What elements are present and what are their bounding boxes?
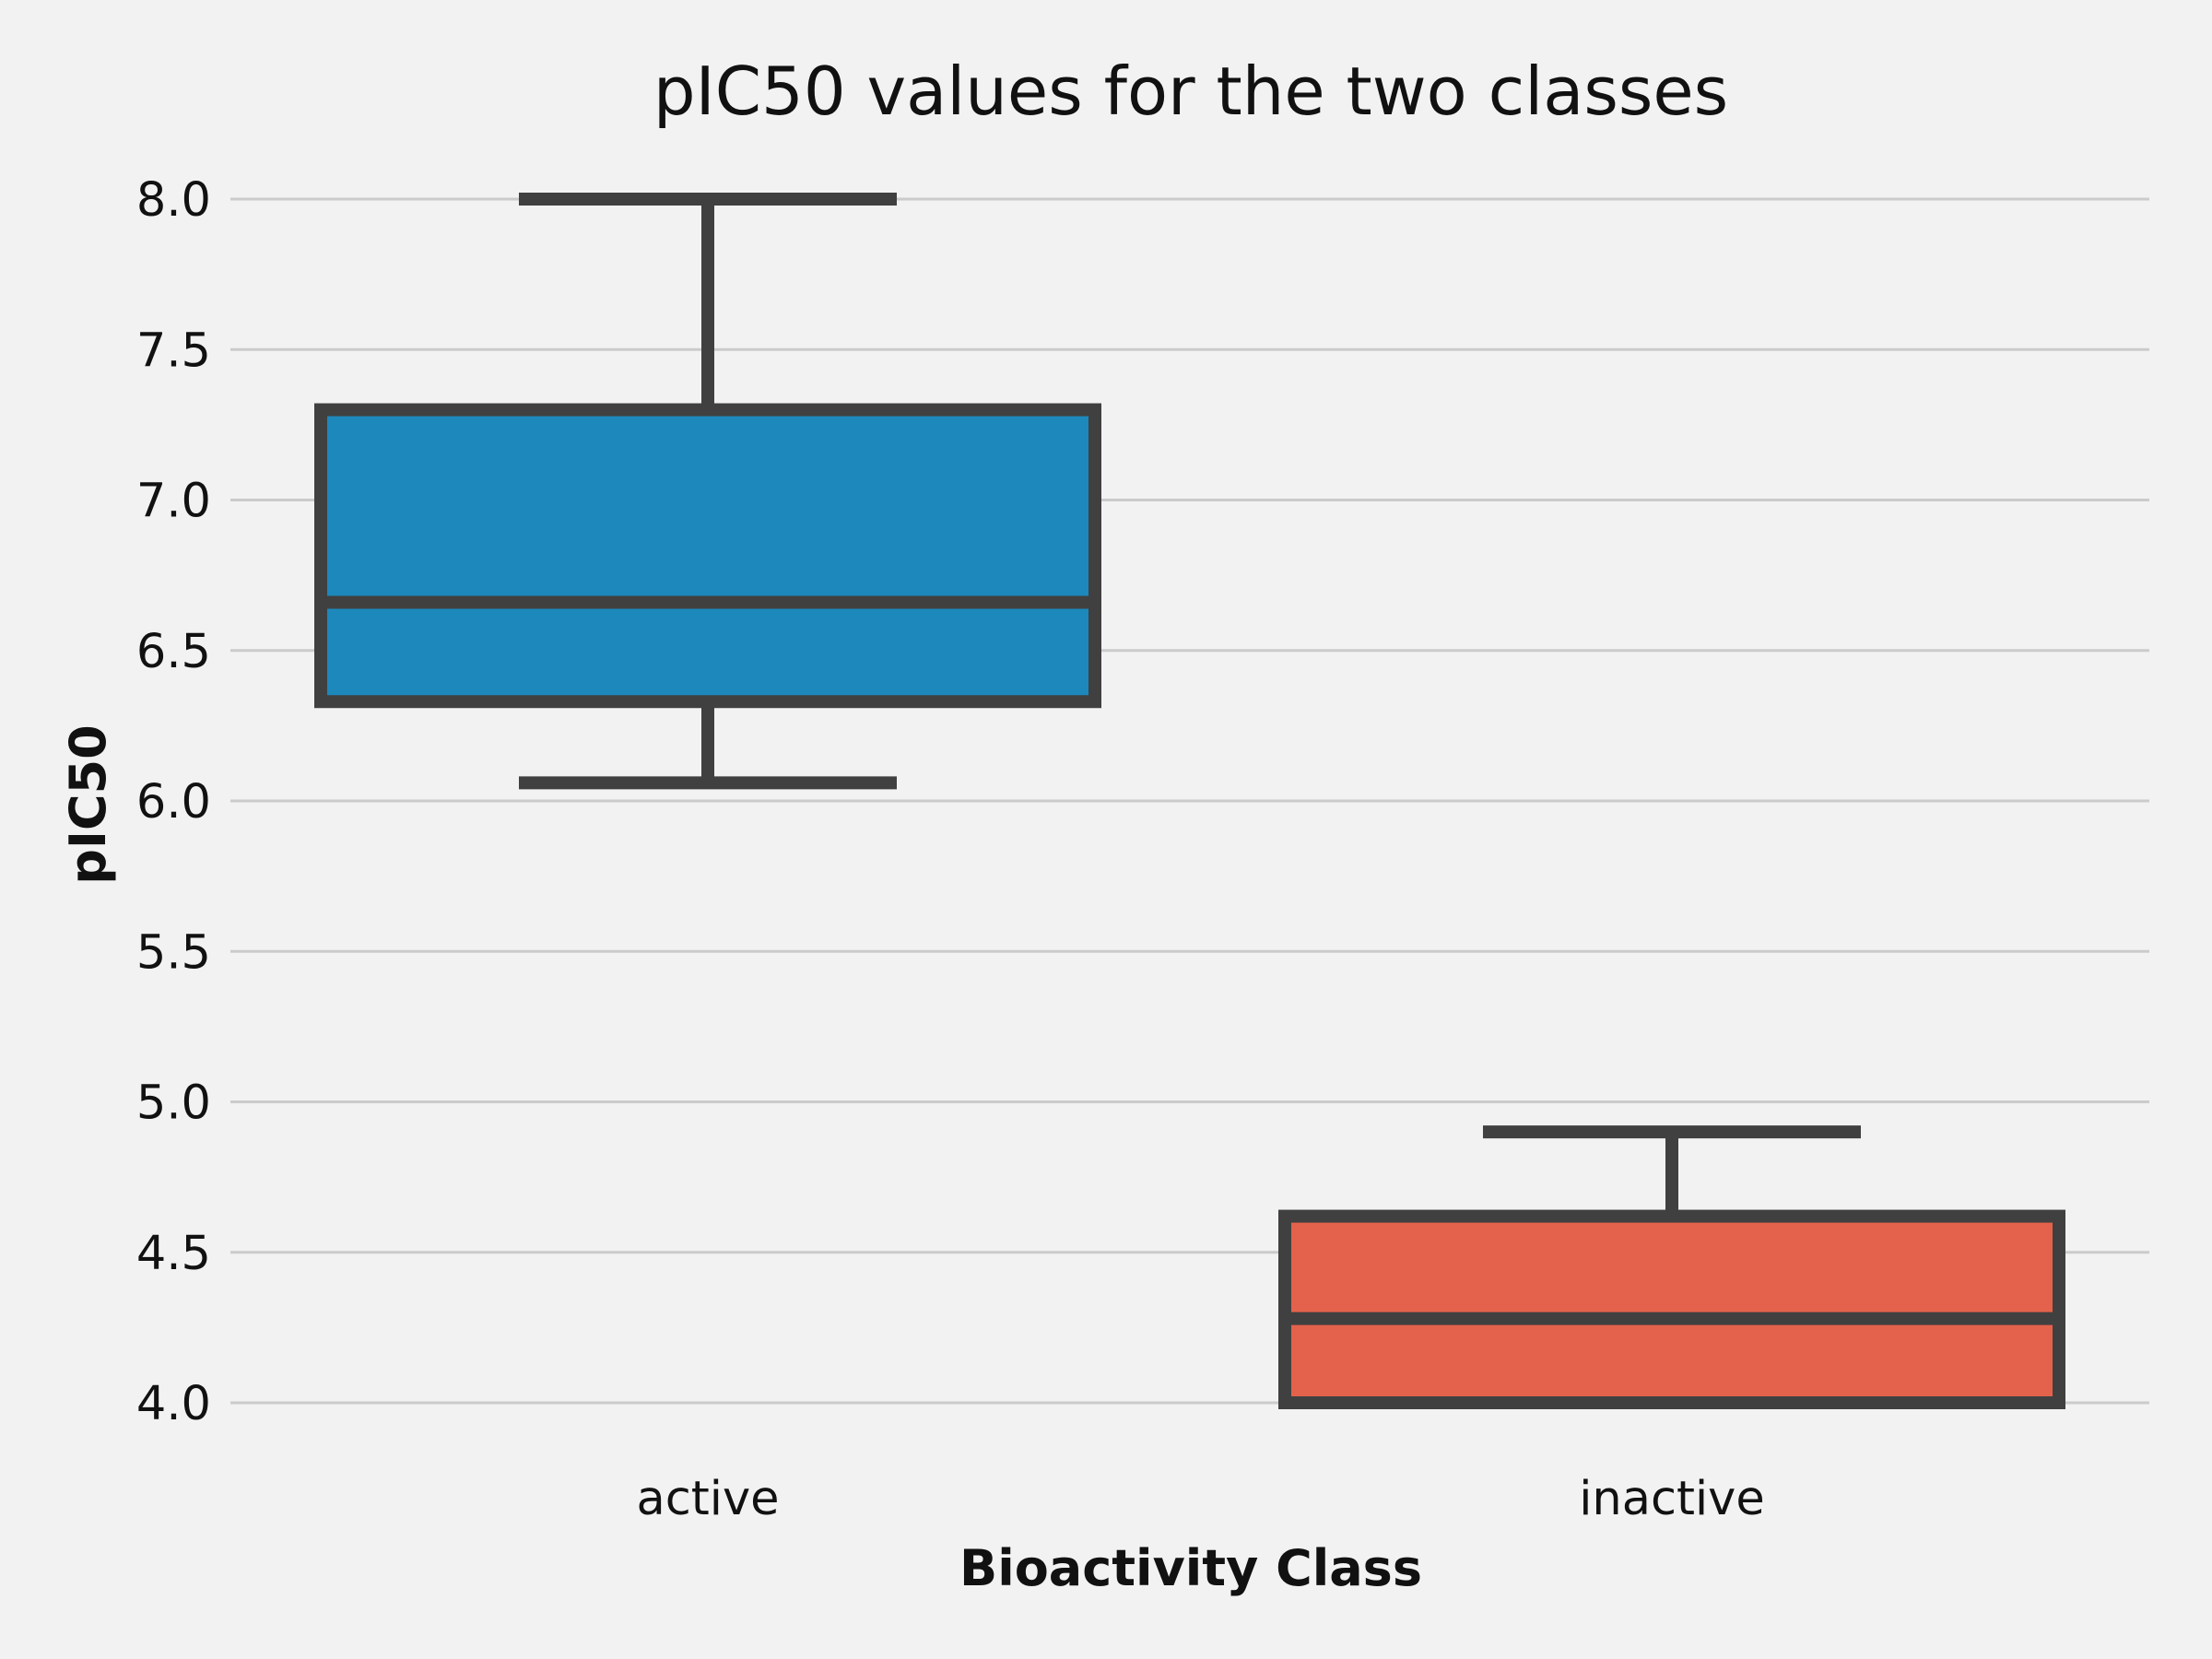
y-axis-label: pIC50 xyxy=(59,724,117,885)
y-tick-labels: 4.0 4.5 5.0 5.5 6.0 6.5 7.0 7.5 8.0 xyxy=(136,173,211,1431)
box-iqr xyxy=(314,403,1101,709)
y-tick-label: 4.0 xyxy=(136,1377,211,1431)
y-tick-label: 6.5 xyxy=(136,625,211,679)
x-tick-labels: active inactive xyxy=(636,1472,1764,1526)
x-tick-label: active xyxy=(636,1472,779,1526)
box-active xyxy=(314,193,1101,790)
y-tick-label: 5.5 xyxy=(136,925,211,980)
chart-title: pIC50 values for the two classes xyxy=(653,53,1728,130)
y-tick-label: 5.0 xyxy=(136,1077,211,1131)
y-tick-label: 4.5 xyxy=(136,1227,211,1281)
box-inactive xyxy=(1278,1125,2065,1409)
y-tick-label: 7.0 xyxy=(136,475,211,529)
y-tick-label: 8.0 xyxy=(136,173,211,228)
x-axis-label: Bioactivity Class xyxy=(959,1539,1422,1597)
x-tick-label: inactive xyxy=(1579,1472,1765,1526)
y-tick-label: 6.0 xyxy=(136,775,211,830)
y-tick-label: 7.5 xyxy=(136,324,211,378)
boxes xyxy=(314,193,2065,1409)
box-iqr xyxy=(1278,1209,2065,1409)
